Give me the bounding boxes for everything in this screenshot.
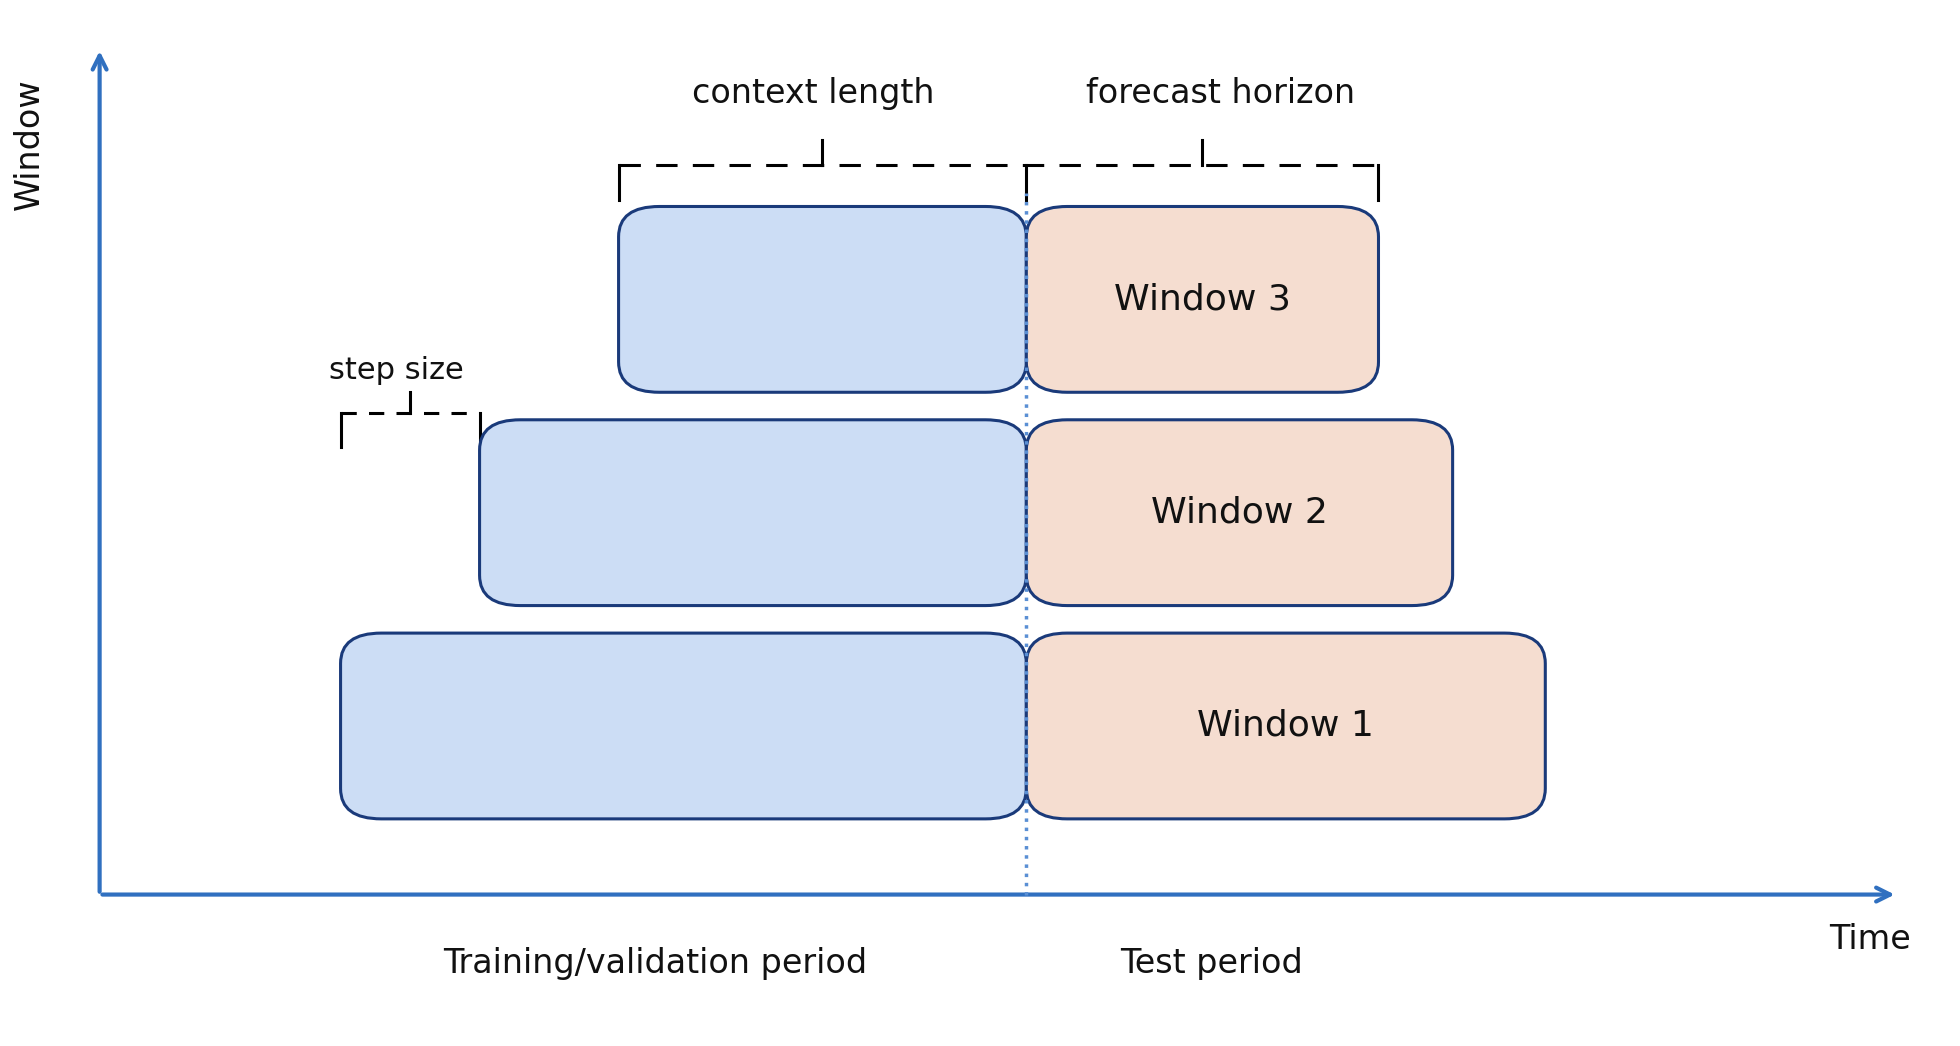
FancyBboxPatch shape (1027, 206, 1378, 392)
Text: Test period: Test period (1121, 947, 1303, 980)
Text: Window 1: Window 1 (1198, 709, 1374, 743)
FancyBboxPatch shape (480, 419, 1027, 606)
Text: Training/validation period: Training/validation period (443, 947, 868, 980)
FancyBboxPatch shape (341, 633, 1027, 819)
Text: Window: Window (12, 78, 45, 210)
Text: forecast horizon: forecast horizon (1086, 77, 1356, 110)
Text: Time: Time (1829, 924, 1911, 956)
FancyBboxPatch shape (619, 206, 1027, 392)
Text: Window 2: Window 2 (1151, 496, 1329, 529)
Text: context length: context length (692, 77, 935, 110)
FancyBboxPatch shape (1027, 633, 1544, 819)
FancyBboxPatch shape (1027, 419, 1452, 606)
Text: step size: step size (329, 357, 465, 385)
Text: Window 3: Window 3 (1113, 282, 1292, 316)
